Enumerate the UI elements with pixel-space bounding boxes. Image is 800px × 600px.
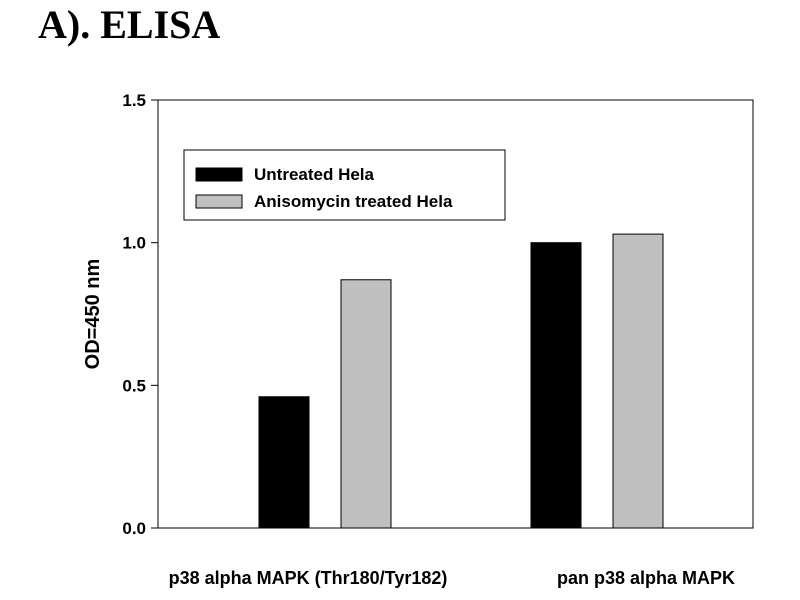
bar-untreated-1 <box>530 242 582 529</box>
x-categories-group: p38 alpha MAPK (Thr180/Tyr182) pan p38 al… <box>169 568 735 588</box>
legend-swatch <box>195 167 243 182</box>
panel-title: A). ELISA <box>38 2 221 47</box>
legend-label: Untreated Hela <box>254 165 375 184</box>
x-category-label: pan p38 alpha MAPK <box>557 568 735 588</box>
y-tick-label: 1.5 <box>122 91 146 110</box>
y-tick-label: 0.5 <box>122 376 146 395</box>
bar-treated-1 <box>612 233 664 529</box>
legend-label: Anisomycin treated Hela <box>254 192 453 211</box>
plot-frame <box>157 99 754 529</box>
bar-treated-0 <box>340 279 392 529</box>
x-category-label: p38 alpha MAPK (Thr180/Tyr182) <box>169 568 448 588</box>
y-tick-label: 0.0 <box>122 519 146 538</box>
y-axis-label: OD=450 nm <box>82 259 104 370</box>
legend: Untreated Hela Anisomycin treated Hela <box>183 149 506 221</box>
legend-swatch <box>195 194 243 209</box>
plot-border <box>157 99 754 529</box>
bar-untreated-0 <box>258 396 310 529</box>
y-ticks-group: 0.0 0.5 1.0 1.5 <box>122 91 158 538</box>
bars-group <box>258 233 664 529</box>
y-tick-label: 1.0 <box>122 234 146 253</box>
